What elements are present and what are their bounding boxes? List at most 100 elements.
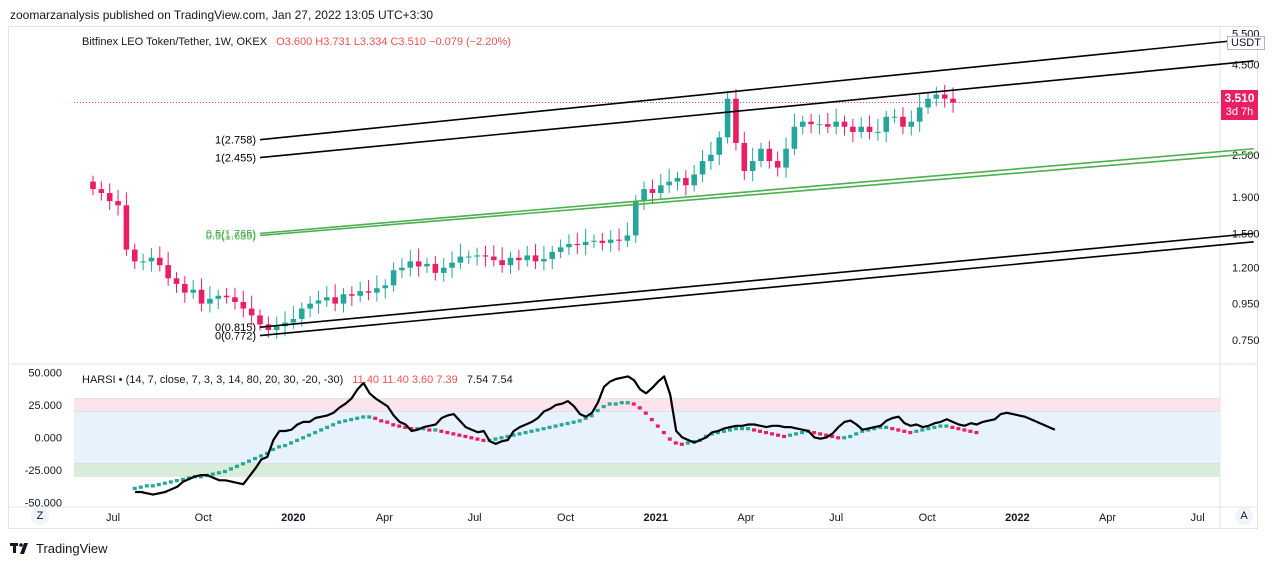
harsi-candle [776, 433, 781, 437]
candle-body [298, 308, 305, 319]
channel-line [259, 147, 1254, 235]
harsi-candle [174, 479, 179, 483]
indicator-name[interactable]: HARSI • (14, 7, close, 7, 3, 3, 14, 80, … [82, 374, 344, 386]
harsi-tick-label: 25.000 [28, 400, 62, 412]
candle-body [491, 256, 497, 261]
harsi-candle [962, 428, 967, 432]
candle-body [708, 154, 714, 162]
harsi-candle [667, 437, 672, 441]
symbol-legend[interactable]: Bitfinex LEO Token/Tether, 1W, OKEX [82, 36, 268, 48]
harsi-candle [649, 417, 654, 422]
candle-body [182, 283, 188, 293]
candle-body [950, 98, 956, 103]
candle-body [516, 257, 522, 261]
candle-body [465, 256, 472, 258]
candle-body [365, 291, 372, 293]
auto-scale-button[interactable]: A [1235, 507, 1253, 525]
candle-body [115, 201, 121, 206]
harsi-zone-neutral [74, 411, 1220, 464]
harsi-candle [788, 433, 793, 437]
harsi-candle [601, 404, 606, 409]
candle-body [190, 289, 196, 293]
harsi-candle [607, 402, 612, 406]
harsi-candle [625, 401, 630, 405]
candle-body [850, 126, 856, 132]
candle-body [123, 205, 130, 250]
candle-body [449, 262, 455, 268]
candle-body [557, 247, 564, 252]
harsi-candle [553, 424, 558, 428]
candle-body [799, 121, 806, 127]
harsi-candle [295, 438, 300, 442]
candle-body [140, 261, 146, 263]
currency-label[interactable]: USDT [1227, 36, 1265, 50]
harsi-candle [727, 428, 732, 432]
candle-body [624, 235, 631, 241]
candle-body [340, 294, 347, 304]
harsi-candle [499, 436, 504, 440]
channel-label: 0(0.772) [215, 331, 256, 343]
indicator-legend: HARSI • (14, 7, close, 7, 3, 3, 14, 80, … [82, 374, 513, 386]
harsi-candle [884, 425, 889, 430]
harsi-candle [535, 428, 540, 432]
harsi-candle [757, 429, 762, 433]
candle-body [315, 300, 322, 304]
candle-body [582, 241, 589, 246]
harsi-candle [361, 415, 366, 419]
harsi-candle [920, 428, 925, 432]
harsi-candle [439, 429, 444, 433]
time-tick-label: Apr [737, 512, 754, 524]
candle-body [683, 177, 689, 186]
harsi-candle [860, 429, 865, 433]
harsi-candle [589, 414, 594, 418]
time-tick-label: Jul [468, 512, 482, 524]
harsi-candle [481, 438, 486, 442]
harsi-candle [505, 434, 510, 439]
harsi-candle [655, 424, 660, 428]
harsi-candle [800, 430, 805, 435]
candle-body [858, 126, 864, 132]
candle-body [90, 181, 96, 190]
price-tick-label: 2.500 [1232, 150, 1260, 162]
harsi-candle [685, 441, 690, 445]
harsi-candle [751, 428, 756, 432]
harsi-candle [836, 436, 841, 440]
harsi-candle [914, 429, 919, 433]
zoom-reset-button[interactable]: Z [31, 507, 49, 525]
harsi-candle [463, 434, 468, 439]
bar-countdown: 3d 7h [1225, 106, 1254, 118]
candle-body [415, 261, 422, 267]
time-tick-label: Jul [106, 512, 120, 524]
ohlc-values: O3.600 H3.731 L3.334 C3.510 −0.079 (−2.2… [276, 36, 511, 48]
candle-body [198, 289, 205, 304]
harsi-candle [770, 432, 775, 436]
harsi-candle [974, 430, 979, 435]
chart-frame[interactable] [8, 26, 1258, 529]
candle-body [566, 243, 572, 248]
harsi-candle [433, 428, 438, 432]
harsi-candle [715, 430, 720, 435]
channel-line [259, 37, 1254, 141]
price-tick-label: 0.750 [1232, 335, 1260, 347]
candle-body [866, 126, 873, 132]
harsi-candle [457, 433, 462, 437]
harsi-candle [222, 469, 227, 474]
candle-body [223, 295, 230, 298]
channel-line [259, 240, 1254, 337]
harsi-candle [259, 454, 264, 458]
harsi-candle [661, 430, 666, 435]
indicator-values-red: 11.40 11.40 3.60 7.39 [352, 374, 458, 386]
candle-body [541, 258, 547, 262]
channel-label: 0.5(1.765) [206, 228, 256, 240]
harsi-candle [830, 434, 835, 439]
candle-body [332, 297, 338, 304]
brand-name[interactable]: TradingView [36, 541, 108, 556]
harsi-zone-overbought [74, 398, 1220, 412]
candle-body [257, 315, 263, 325]
harsi-tick-label: -50.000 [25, 497, 62, 509]
harsi-candle [818, 432, 823, 436]
candle-body [875, 131, 881, 133]
price-tick-label: 0.950 [1232, 299, 1260, 311]
harsi-candle [739, 427, 744, 431]
